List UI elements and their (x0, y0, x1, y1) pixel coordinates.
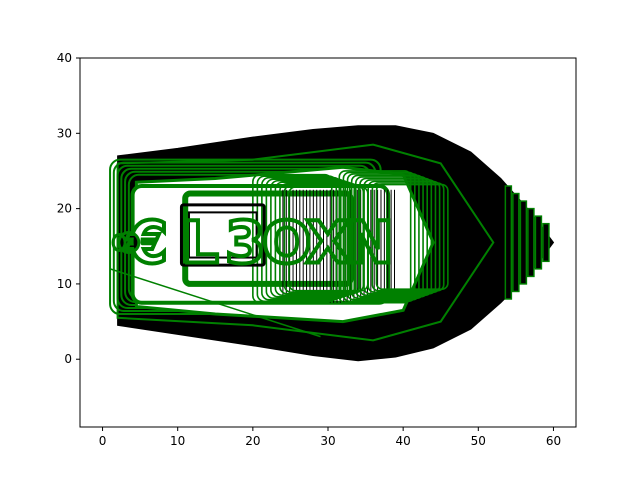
series-2-inner-seat-frame-win-a-0 (252, 173, 333, 304)
series-4-bow-ribs-5 (542, 222, 550, 263)
series-2-inner-seat-frame-win-a-3 (265, 178, 347, 300)
series-2-inner-seat-frame-win-a-5 (274, 181, 356, 297)
series-2-inner-seat-frame-win-b-4 (355, 176, 428, 298)
axes: 0 10 20 30 40 50 60 0 10 20 30 40 (57, 51, 561, 448)
series-6-lettering-char-1: L (182, 209, 219, 277)
series-2-inner-seat-frame-win-b-5 (359, 177, 433, 297)
series-1-cockpit-frame (116, 143, 495, 342)
x-tick-label-0: 0 (99, 434, 107, 448)
series-2-inner-seat-frame-win-b-3 (350, 174, 424, 300)
y-tick-label-4: 40 (57, 51, 72, 65)
series-2-inner-seat-frame-win-a-6 (279, 182, 360, 295)
x-tick-label-6: 60 (546, 434, 561, 448)
y-tick-label-2: 20 (57, 202, 72, 216)
series-4-bow-ribs-3 (527, 207, 535, 278)
x-tick-label-1: 10 (170, 434, 185, 448)
series-5-stern-panel-knob-ring (111, 233, 127, 252)
series-2-inner-seat-frame-win-b-9 (375, 183, 449, 290)
series-6-lettering-char-5: N (345, 209, 394, 277)
series-2-inner-seat-frame-win-a-4 (270, 179, 351, 298)
series-6-lettering-char-0: € (125, 209, 167, 277)
series-3-diagonal-line (109, 268, 321, 338)
series-4-bow-ribs-0 (504, 185, 513, 300)
series-2-inner-seat-frame-win-b-6 (363, 179, 437, 295)
series-6-lettering-char-2: 3 (225, 209, 265, 277)
series-6-lettering-char-3: O (262, 209, 311, 277)
series-2-inner-seat-frame-win-b-1 (342, 171, 416, 303)
series-2-inner-seat-frame-win-b-0 (338, 170, 412, 304)
x-tick-label-2: 20 (245, 434, 260, 448)
y-tick-label-1: 10 (57, 277, 72, 291)
x-tick-label-5: 50 (471, 434, 486, 448)
series-5-stern-panel-inner (187, 211, 258, 259)
series-2-inner-seat-frame-win-b-7 (367, 180, 441, 294)
series-4-bow-ribs-4 (534, 215, 543, 270)
series-2-inner-seat-frame-win-b-8 (371, 182, 445, 292)
series-2-inner-seat-frame-win-b-2 (346, 173, 420, 301)
series-4-bow-ribs-1 (512, 192, 520, 293)
y-tick-label-3: 30 (57, 126, 72, 140)
series-6-lettering-char-4: X (306, 209, 351, 277)
series-4-bow-ribs-2 (519, 200, 528, 285)
series-2-inner-seat-frame-win-a-2 (261, 176, 342, 301)
x-tick-label-4: 40 (396, 434, 411, 448)
x-tick-label-3: 30 (320, 434, 335, 448)
y-tick-label-0: 0 (64, 352, 72, 366)
series-5-stern-panel (179, 203, 266, 267)
